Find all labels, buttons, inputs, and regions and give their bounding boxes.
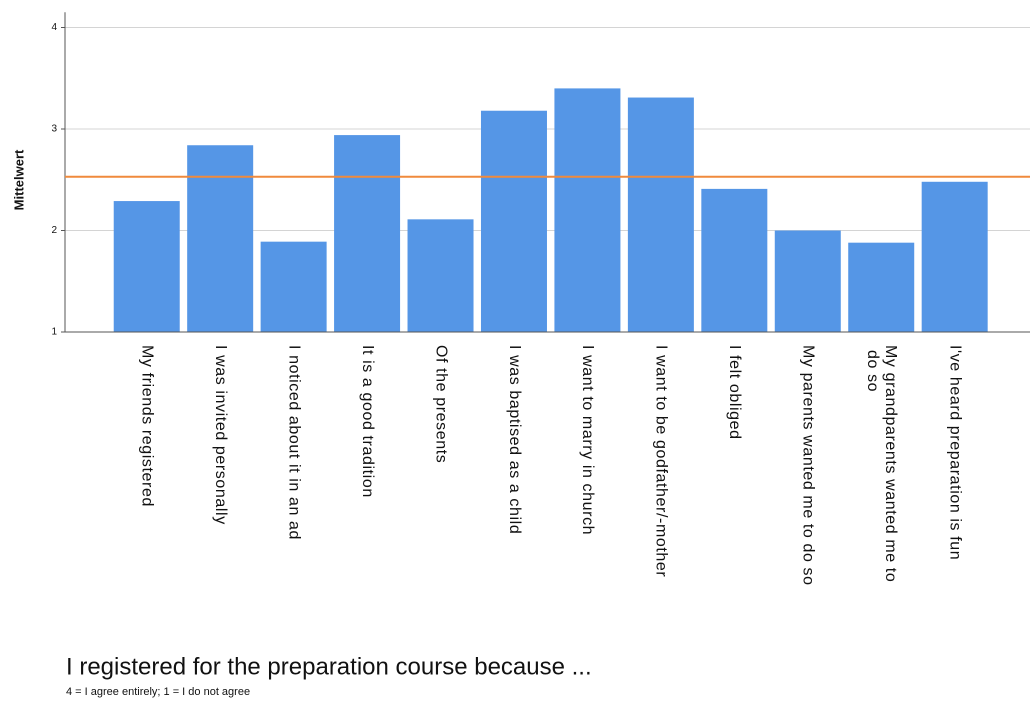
x-tick-label: I was invited personally: [212, 345, 229, 525]
chart-title: I registered for the preparation course …: [66, 653, 592, 680]
y-tick-label: 3: [51, 124, 57, 135]
bar: [774, 230, 841, 332]
bar: [334, 135, 401, 332]
bar: [113, 201, 180, 332]
x-tick-label: My friends registered: [138, 345, 155, 507]
bar: [187, 145, 254, 332]
bar: [260, 241, 327, 332]
bar: [921, 181, 988, 332]
x-tick-label: I want to marry in church: [579, 345, 596, 535]
bar: [407, 219, 474, 332]
x-tick-label: I was baptised as a child: [506, 345, 523, 534]
y-axis-label: Mittelwert: [11, 149, 26, 210]
x-tick-label: I felt obliged: [726, 345, 743, 440]
bar: [701, 188, 768, 332]
x-tick-label: I noticed about it in an ad: [285, 345, 302, 540]
x-tick-label: I've heard preparation is fun: [946, 345, 963, 560]
x-tick-label: My grandparents wanted me to do so: [864, 345, 899, 582]
y-tick-label: 2: [51, 225, 57, 236]
x-tick-label: My parents wanted me to do so: [800, 345, 817, 586]
bar: [848, 242, 915, 332]
x-tick-label: It is a good tradition: [359, 345, 376, 498]
y-tick-label: 4: [51, 22, 57, 33]
x-tick-label: Of the presents: [432, 345, 449, 463]
y-tick-label: 1: [51, 327, 57, 338]
bar: [480, 110, 547, 332]
bar: [554, 88, 621, 333]
chart-subtitle: 4 = I agree entirely; 1 = I do not agree: [66, 686, 250, 698]
bar: [627, 97, 694, 332]
x-tick-label: I want to be godfather/-mother: [653, 345, 670, 577]
